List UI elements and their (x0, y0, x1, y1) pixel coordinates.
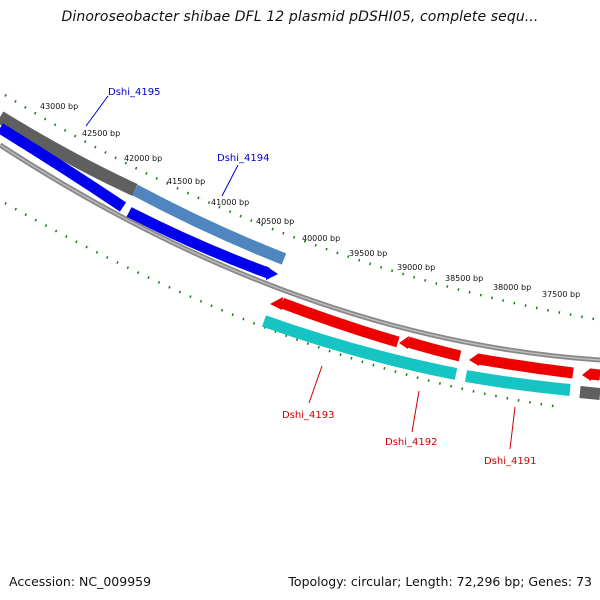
backbone-line-inner (0, 144, 600, 361)
accession-text: Accession: NC_009959 (9, 574, 152, 589)
tick-label-38000: 38000 bp (493, 283, 531, 292)
label-line-dshi-4195 (85, 95, 109, 127)
tick-label-37500: 37500 bp (542, 290, 580, 299)
topology-summary-text: Topology: circular; Length: 72,296 bp; G… (288, 574, 592, 589)
map-title: Dinoroseobacter shibae DFL 12 plasmid pD… (61, 9, 539, 25)
label-line-dshi-4192 (411, 390, 420, 433)
reverse-gene-arrowhead-2 (399, 336, 409, 349)
reverse-gene-dshi-4192 (406, 336, 462, 362)
tick-label-40000: 40000 bp (302, 234, 340, 243)
tick-label-40500: 40500 bp (256, 217, 294, 226)
gene-label-dshi-4191[interactable]: Dshi_4191 (484, 456, 536, 467)
tick-label-41000: 41000 bp (211, 198, 249, 207)
gene-label-dshi-4194[interactable]: Dshi_4194 (217, 153, 269, 164)
label-line-dshi-4193 (308, 365, 323, 404)
tick-label-38500: 38500 bp (445, 274, 483, 283)
reverse-gene-arrowhead-4 (582, 368, 591, 381)
gene-label-dshi-4195[interactable]: Dshi_4195 (108, 87, 160, 98)
forward-gene-dshi-4194 (126, 207, 270, 279)
tick-label-42000: 42000 bp (124, 154, 162, 163)
tick-label-39500: 39500 bp (349, 249, 387, 258)
label-line-dshi-4191 (509, 406, 516, 450)
forward-gene-dshi-4195 (0, 123, 127, 212)
gene-label-dshi-4192[interactable]: Dshi_4192 (385, 437, 437, 448)
reverse-gene-dshi-4193 (280, 297, 400, 348)
forward-gene-arrowhead (266, 266, 278, 280)
reverse-cds-dshi-4191 (464, 370, 571, 396)
grey-feature-segment-right (579, 386, 600, 400)
tick-label-42500: 42500 bp (82, 129, 120, 138)
grey-feature-segment (0, 111, 138, 196)
reverse-gene-arrowhead-1 (270, 297, 283, 310)
forward-cds-dshi-4194 (132, 184, 287, 265)
reverse-cds-dshi-4193 (261, 315, 458, 380)
reverse-gene-dshi-4191 (477, 353, 574, 379)
tick-label-41500: 41500 bp (167, 177, 205, 186)
tick-label-43000: 43000 bp (40, 102, 78, 111)
reverse-gene-arrowhead-3 (469, 353, 479, 366)
inner-tick-ring (4, 201, 561, 409)
tick-label-39000: 39000 bp (397, 263, 435, 272)
label-line-dshi-4194 (221, 164, 239, 197)
gene-label-dshi-4193[interactable]: Dshi_4193 (282, 410, 334, 421)
reverse-gene-partial (589, 368, 600, 381)
